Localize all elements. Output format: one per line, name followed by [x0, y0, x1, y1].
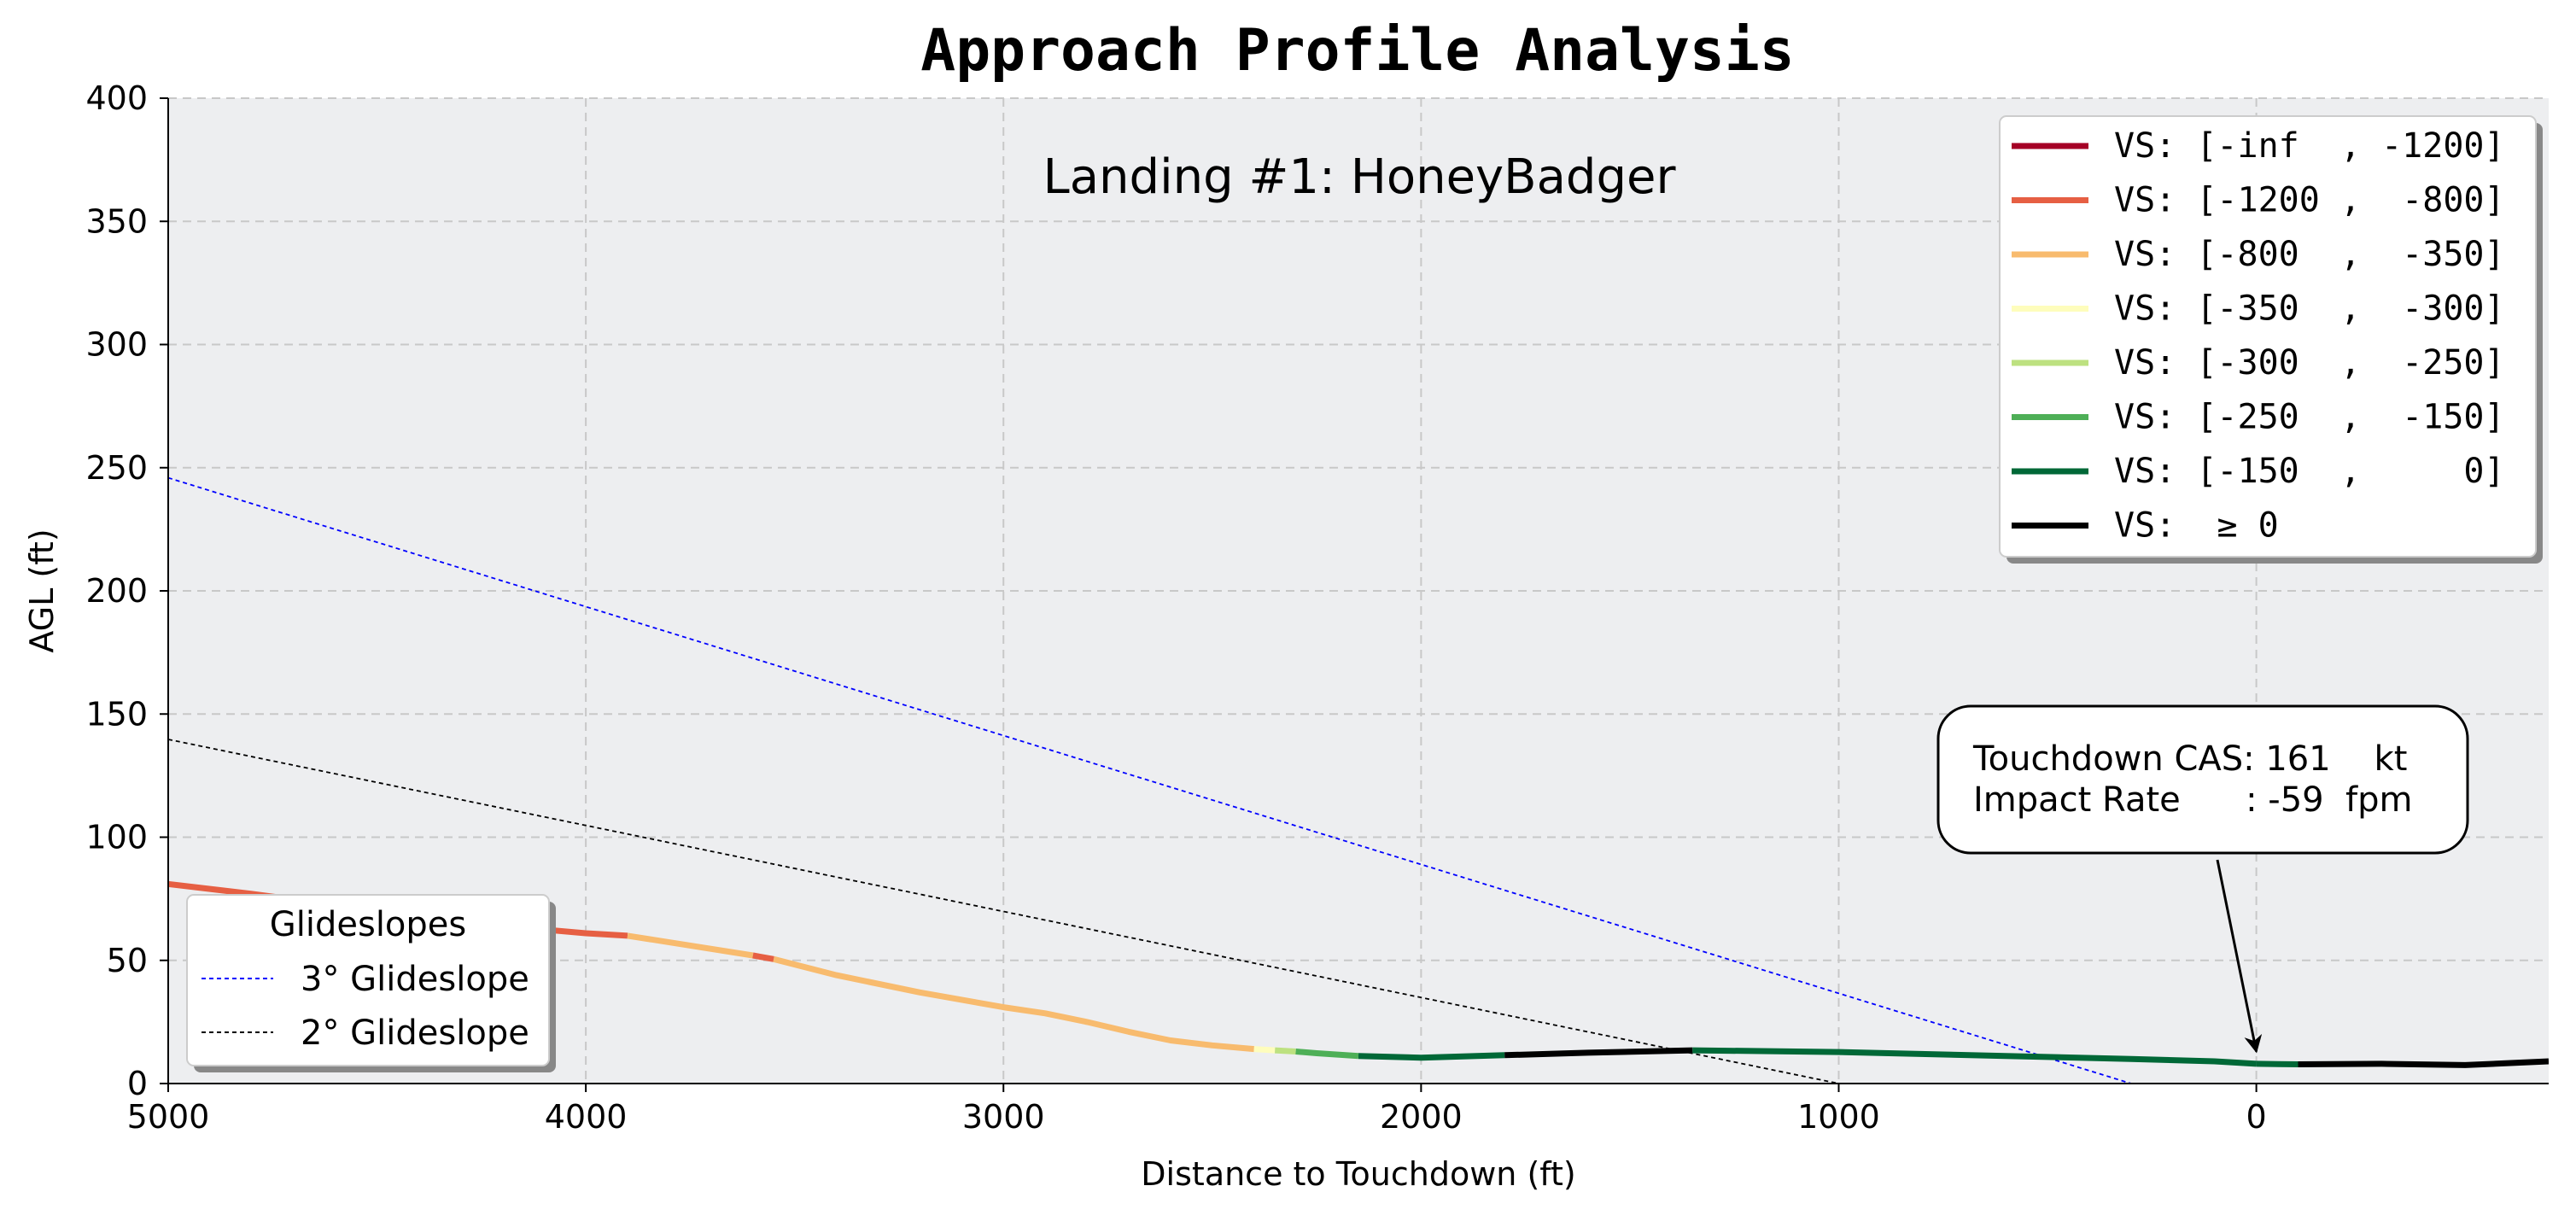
- y-tick-label: 350: [85, 202, 148, 240]
- y-tick-label: 400: [85, 79, 148, 117]
- annotation-box: [1936, 704, 2469, 855]
- x-tick-label: 5000: [127, 1098, 210, 1136]
- vs-legend-label: VS: [-1200 , -800]: [2114, 181, 2505, 220]
- y-tick-label: 300: [85, 326, 148, 364]
- chart-subtitle: Landing #1: HoneyBadger: [1043, 149, 1677, 205]
- profile-segment: [627, 932, 754, 959]
- profile-segment: [1358, 1052, 1505, 1061]
- profile-segment: [1274, 1047, 1296, 1054]
- profile-segment: [1295, 1049, 1359, 1060]
- vs-legend-label: VS: ≥ 0: [2114, 506, 2279, 546]
- y-tick-label: 100: [85, 819, 148, 856]
- profile-segment: [1253, 1046, 1276, 1054]
- x-tick-label: 0: [2246, 1098, 2267, 1136]
- profile-segment: [1504, 1047, 1693, 1059]
- annotation-cas-text: Touchdown CAS: 161 kt: [1972, 739, 2407, 779]
- vs-legend-label: VS: [-350 , -300]: [2114, 289, 2505, 329]
- x-axis-label: Distance to Touchdown (ft): [1141, 1155, 1575, 1193]
- glideslope-legend-frame: [186, 894, 550, 1066]
- x-tick-label: 4000: [545, 1098, 628, 1136]
- axis-ticks: 5000 4000 3000 2000 1000 0 0 50 100 150 200 250 300 3…: [85, 79, 2266, 1136]
- vs-legend-label: VS: [-inf , -1200]: [2114, 126, 2505, 166]
- profile-segment: [2256, 1060, 2299, 1067]
- glideslope-lines: [168, 476, 2132, 1084]
- glideslope-legend-label: 2° Glideslope: [301, 1014, 529, 1053]
- y-tick-label: 0: [127, 1065, 148, 1102]
- x-tick-label: 2000: [1380, 1098, 1463, 1136]
- profile-segment: [752, 952, 774, 962]
- glideslope-legend: Glideslopes 3° Glideslope 2° Glideslope: [186, 894, 556, 1072]
- y-tick-label: 250: [85, 449, 148, 487]
- glideslope-legend-label: 3° Glideslope: [301, 960, 529, 999]
- profile-segment: [2298, 1058, 2549, 1068]
- y-tick-label: 200: [85, 572, 148, 610]
- grid: [167, 97, 2549, 1084]
- annotation-impact-text: Impact Rate : -59 fpm: [1973, 780, 2412, 820]
- y-tick-label: 50: [107, 942, 148, 979]
- vs-legend-label: VS: [-300 , -250]: [2114, 343, 2505, 383]
- vs-legend-label: VS: [-150 , 0]: [2114, 452, 2505, 491]
- y-axis-label: AGL (ft): [23, 529, 61, 652]
- x-tick-label: 3000: [962, 1098, 1045, 1136]
- glideslope-legend-title: Glideslopes: [270, 905, 467, 944]
- vs-legend-label: VS: [-250 , -150]: [2114, 398, 2505, 437]
- vs-legend: VS: [-inf , -1200] VS: [-1200 , -800] VS: …: [1999, 115, 2543, 564]
- chart-title: Approach Profile Analysis: [920, 17, 1795, 85]
- vs-legend-frame: [1999, 115, 2537, 558]
- profile-segment: [1692, 1047, 2257, 1067]
- touchdown-annotation: Touchdown CAS: 161 kt Impact Rate : -59 …: [1936, 704, 2469, 1054]
- vs-legend-label: VS: [-800 , -350]: [2114, 235, 2505, 274]
- y-tick-label: 150: [85, 695, 148, 733]
- glideslope-3deg-line: [168, 476, 2132, 1084]
- annotation-arrow: [2216, 859, 2263, 1054]
- profile-segment: [773, 955, 1255, 1053]
- x-tick-label: 1000: [1797, 1098, 1880, 1136]
